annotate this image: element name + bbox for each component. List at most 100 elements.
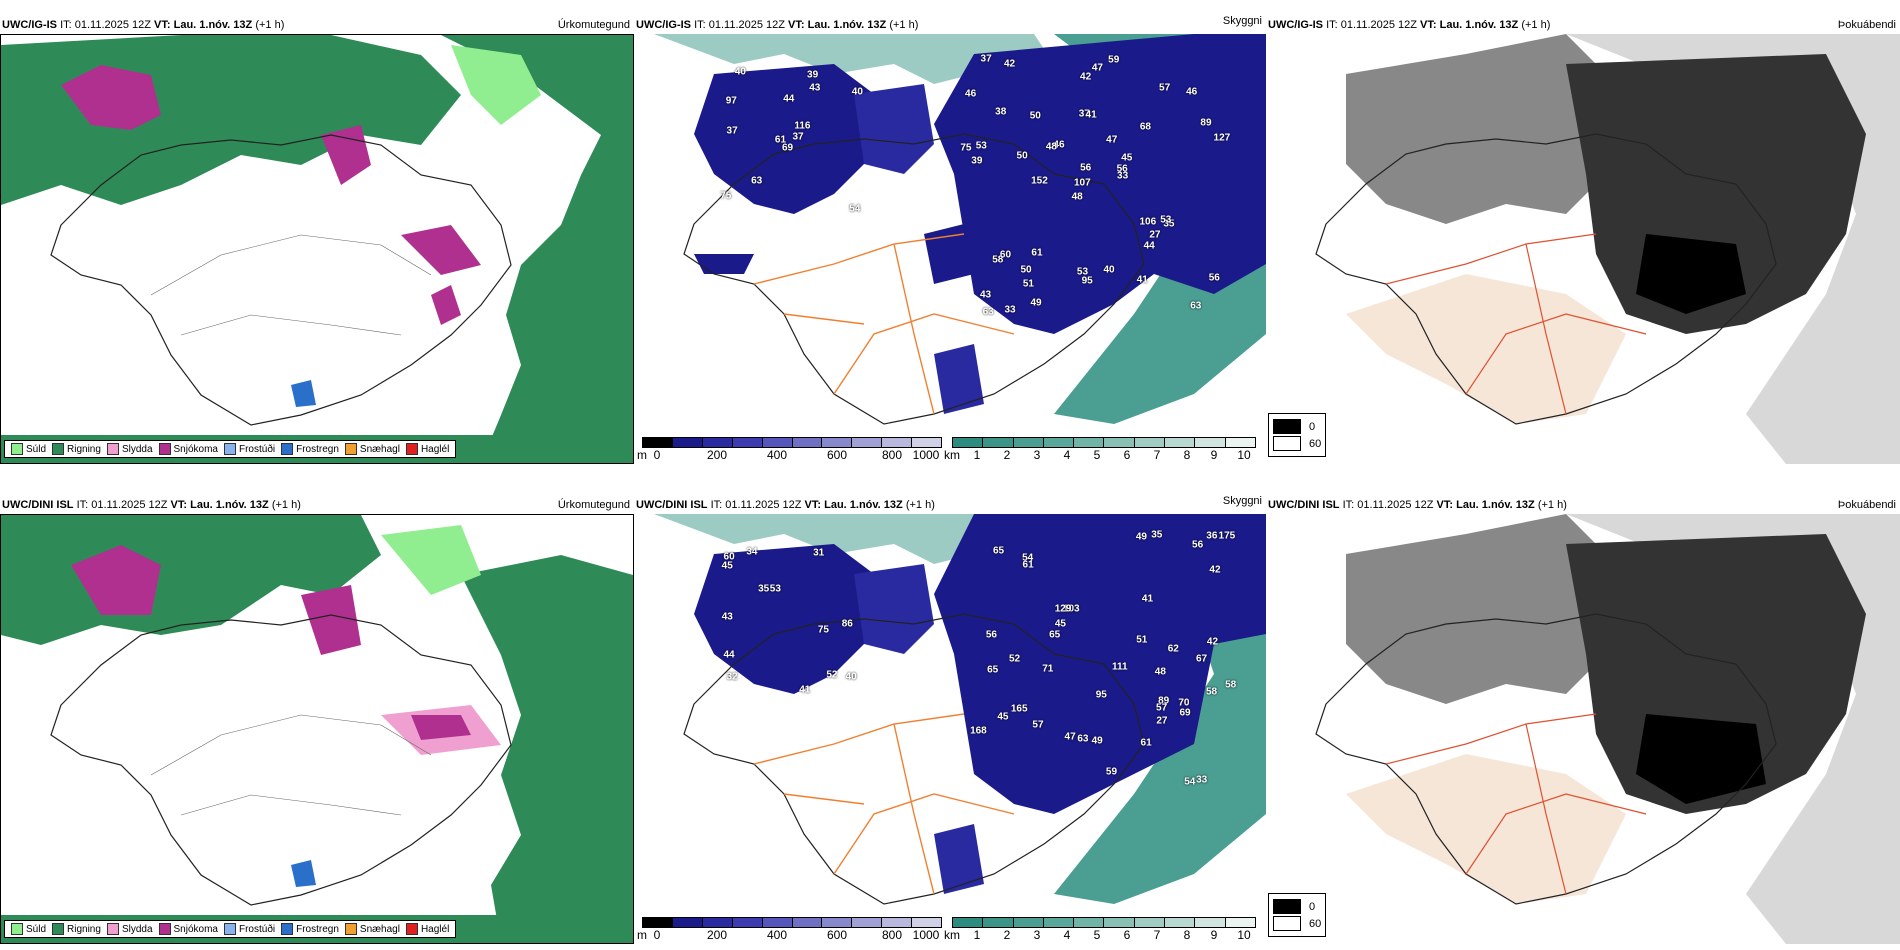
ceiling-colorbar: m 0 200 400 600 800 1000 — [637, 437, 942, 462]
ceiling-label: 57 — [1156, 702, 1168, 714]
ceiling-label: 95 — [1095, 689, 1107, 701]
ceiling-label: 49 — [1030, 297, 1042, 309]
ceiling-label: 106 — [1139, 216, 1157, 228]
ceiling-label: 69 — [781, 142, 794, 154]
visibility-tick: 7 — [1153, 448, 1161, 462]
legend-item: Snæhagl — [344, 443, 400, 455]
ceiling-label: 60 — [999, 249, 1012, 261]
fog-legend-row1: 0 60 — [1268, 413, 1327, 457]
colorbar-swatches — [642, 917, 942, 928]
ceiling-label: 75 — [817, 624, 829, 636]
ceiling-label: 86 — [841, 618, 853, 630]
legend-item: Haglél — [405, 923, 449, 935]
ceiling-label: 56 — [1192, 539, 1204, 551]
ceiling-label: 127 — [1213, 132, 1231, 144]
panel-title: Skyggni — [1222, 495, 1262, 507]
visibility-tick: 4 — [1063, 928, 1071, 942]
ceiling-label: 44 — [1143, 240, 1155, 252]
panel-header: UWC/DINI ISL IT: 01.11.2025 12Z VT: Lau.… — [1268, 499, 1567, 511]
ceiling-tick: 800 — [881, 448, 903, 462]
ceiling-label: 48 — [1071, 191, 1083, 203]
ceiling-label: 58 — [992, 254, 1004, 266]
legend-item: 0 — [1273, 899, 1321, 914]
ceiling-label: 34 — [746, 546, 758, 558]
ceiling-label: 33 — [1117, 170, 1129, 182]
ceiling-label: 56 — [1208, 272, 1220, 284]
panel-title: Skyggni — [1222, 15, 1262, 27]
fog-legend-row2: 0 60 — [1268, 893, 1327, 937]
panel-header: UWC/IG-IS IT: 01.11.2025 12Z VT: Lau. 1.… — [2, 19, 285, 31]
ceiling-tick: 0 — [653, 448, 661, 462]
ceiling-colorbar: m 0 200 400 600 800 1000 — [637, 917, 942, 942]
legend-item: Frostúði — [223, 443, 275, 455]
visibility-colorbar: km 1 2 3 4 5 6 7 8 9 10 — [944, 917, 1256, 942]
panel-header: UWC/IG-IS IT: 01.11.2025 12Z VT: Lau. 1.… — [636, 19, 919, 31]
ceiling-labels: 75 86 32 34 53 52 44 31 35 41 45 43 60 40 47 42 95 111 103… — [634, 514, 1266, 914]
ceiling-label: 71 — [1042, 663, 1054, 675]
ceiling-label: 54 — [849, 203, 861, 215]
visibility-tick: 5 — [1093, 928, 1101, 942]
colorbar-swatches — [952, 917, 1256, 928]
ceiling-label: 42 — [1209, 564, 1221, 576]
ceiling-label: 45 — [997, 711, 1009, 723]
ceiling-label: 56 — [1116, 163, 1128, 175]
ceiling-label: 70 — [1178, 697, 1190, 709]
legend-item: Rigning — [52, 443, 101, 455]
panel-header: UWC/DINI ISL IT: 01.11.2025 12Z VT: Lau.… — [636, 499, 935, 511]
legend-item: 0 — [1273, 419, 1321, 434]
ceiling-label: 40 — [734, 66, 746, 77]
ceiling-label: 57 — [1159, 82, 1171, 94]
ceiling-label: 38 — [995, 106, 1007, 118]
ceiling-label: 41 — [1141, 593, 1154, 605]
ceiling-label: 50 — [1020, 264, 1032, 276]
ceiling-label: 165 — [1010, 703, 1028, 715]
ceiling-label: 35 — [1163, 218, 1175, 230]
ceiling-label: 54 — [1022, 552, 1034, 564]
ceiling-label: 33 — [1004, 304, 1016, 316]
ceiling-label: 37 — [792, 131, 804, 143]
ceiling-label: 48 — [1045, 141, 1057, 153]
visibility-tick: 10 — [1237, 928, 1251, 942]
ceiling-label: 95 — [1081, 275, 1093, 287]
ceiling-label: 44 — [783, 93, 795, 105]
visibility-tick: 5 — [1093, 448, 1101, 462]
colorbar-swatches — [642, 437, 942, 448]
precip-map — [1, 35, 633, 463]
ceiling-label: 63 — [751, 175, 763, 187]
ceiling-label: 45 — [1121, 152, 1133, 164]
panel-title: Þokuábendi — [1837, 19, 1896, 31]
ceiling-tick: 0 — [653, 928, 661, 942]
ceiling-label: 60 — [723, 551, 735, 563]
ceiling-label: 68 — [1139, 121, 1151, 133]
ceiling-label: 35 — [758, 583, 770, 595]
ceiling-label: 39 — [971, 155, 983, 167]
ceiling-label: 43 — [979, 289, 992, 301]
visibility-colorbar: km 1 2 3 4 5 6 7 8 9 10 — [944, 437, 1256, 462]
ceiling-map — [634, 34, 1266, 434]
ceiling-label: 175 — [1218, 530, 1236, 542]
fog-panel-row1: UWC/IG-IS IT: 01.11.2025 12Z VT: Lau. 1.… — [1266, 12, 1900, 464]
panel-title: Þokuábendi — [1837, 499, 1896, 511]
precip-legend: Súld Rigning Slydda Snjókoma Frostúði Fr… — [4, 440, 457, 458]
ceiling-label: 89 — [1200, 117, 1212, 129]
ceiling-label: 46 — [1053, 139, 1065, 151]
visibility-tick: 10 — [1237, 448, 1251, 462]
ceiling-label: 31 — [813, 547, 825, 559]
ceiling-label: 48 — [1154, 666, 1166, 678]
ceiling-tick: 400 — [766, 448, 788, 462]
ceiling-panel-row1: UWC/IG-IS IT: 01.11.2025 12Z VT: Lau. 1.… — [634, 12, 1266, 464]
precip-panel-row1: UWC/IG-IS IT: 01.11.2025 12Z VT: Lau. 1.… — [0, 12, 634, 464]
visibility-tick: 3 — [1033, 448, 1041, 462]
ceiling-label: 51 — [1022, 278, 1034, 290]
ceiling-label: 32 — [726, 671, 738, 683]
ceiling-label: 44 — [723, 649, 735, 661]
visibility-tick: 1 — [973, 448, 981, 462]
visibility-tick: 3 — [1033, 928, 1041, 942]
visibility-tick: 4 — [1063, 448, 1071, 462]
legend-item: Rigning — [52, 923, 101, 935]
map-frame — [0, 34, 634, 464]
ceiling-label: 59 — [1105, 766, 1118, 778]
ceiling-label: 42 — [1003, 58, 1016, 70]
ceiling-label: 58 — [1225, 679, 1237, 691]
ceiling-label: 46 — [965, 88, 977, 100]
